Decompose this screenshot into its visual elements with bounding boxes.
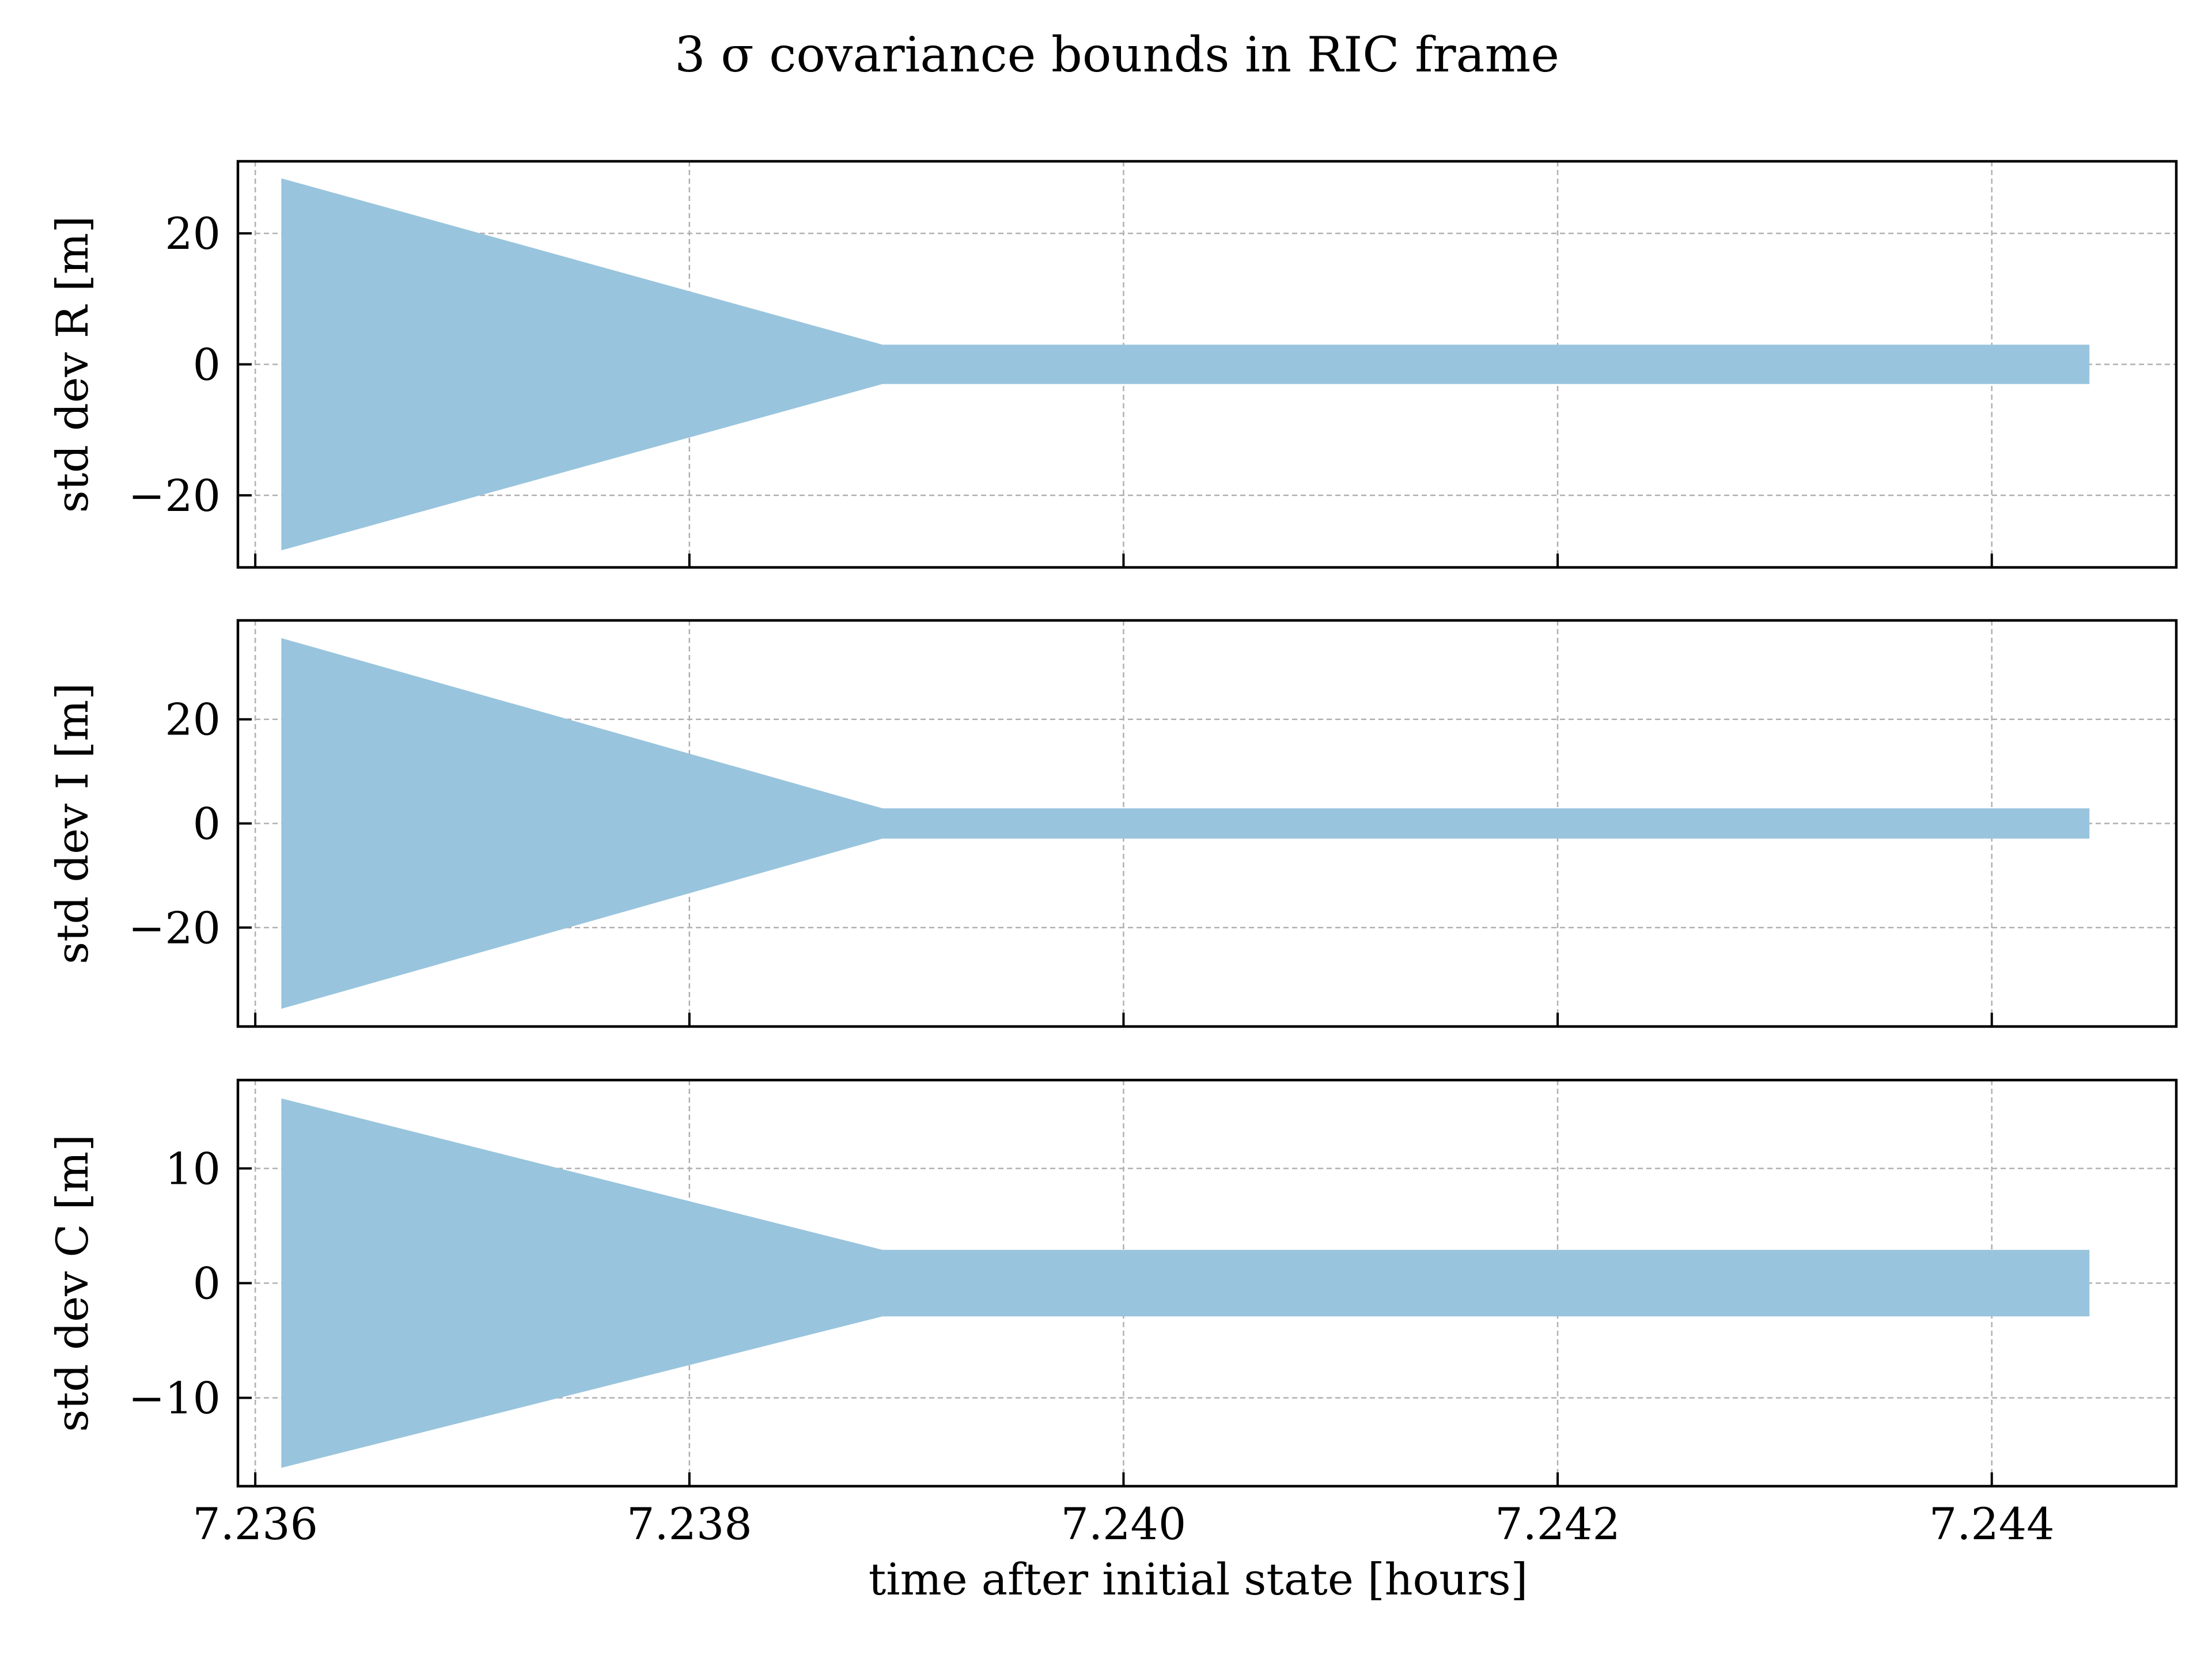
y-tick-label: 0 [193,1258,221,1309]
x-axis-label: time after initial state [hours] [869,1554,1528,1605]
x-tick-label: 7.238 [627,1498,752,1550]
y-tick-label: 0 [193,339,221,391]
y-tick-label: 20 [165,694,221,745]
y-tick-label: 0 [193,798,221,850]
x-tick-label: 7.242 [1495,1498,1620,1550]
panel-c: 7.236 7.238 7.240 7.242 7.244 −10 0 10 std dev C… [47,1078,2178,1550]
sigma-band-r [281,178,2090,551]
y-tick-label: 20 [165,208,221,259]
figure-title: 3 σ covariance bounds in RIC frame [675,26,1559,83]
x-tick-label: 7.240 [1061,1498,1187,1550]
y-tick-label: 10 [165,1143,221,1194]
x-tick-label: 7.236 [192,1498,318,1550]
y-tick-label: −20 [128,470,221,521]
y-tick-label: −20 [128,902,221,953]
sigma-band-i [281,638,2090,1009]
panel-r: −20 0 20 std dev R [m] [47,160,2178,569]
y-axis-label-r: std dev R [m] [47,216,98,513]
sigma-band-c [281,1098,2090,1468]
x-tick-label: 7.244 [1929,1498,2055,1550]
subplot-panels: −20 0 20 std dev R [m] −20 0 20 std dev I [m] 7.… [47,160,2178,1550]
y-tick-label: −10 [128,1373,221,1424]
panel-i: −20 0 20 std dev I [m] [47,619,2178,1028]
y-axis-label-i: std dev I [m] [47,683,98,964]
y-axis-label-c: std dev C [m] [47,1134,98,1432]
